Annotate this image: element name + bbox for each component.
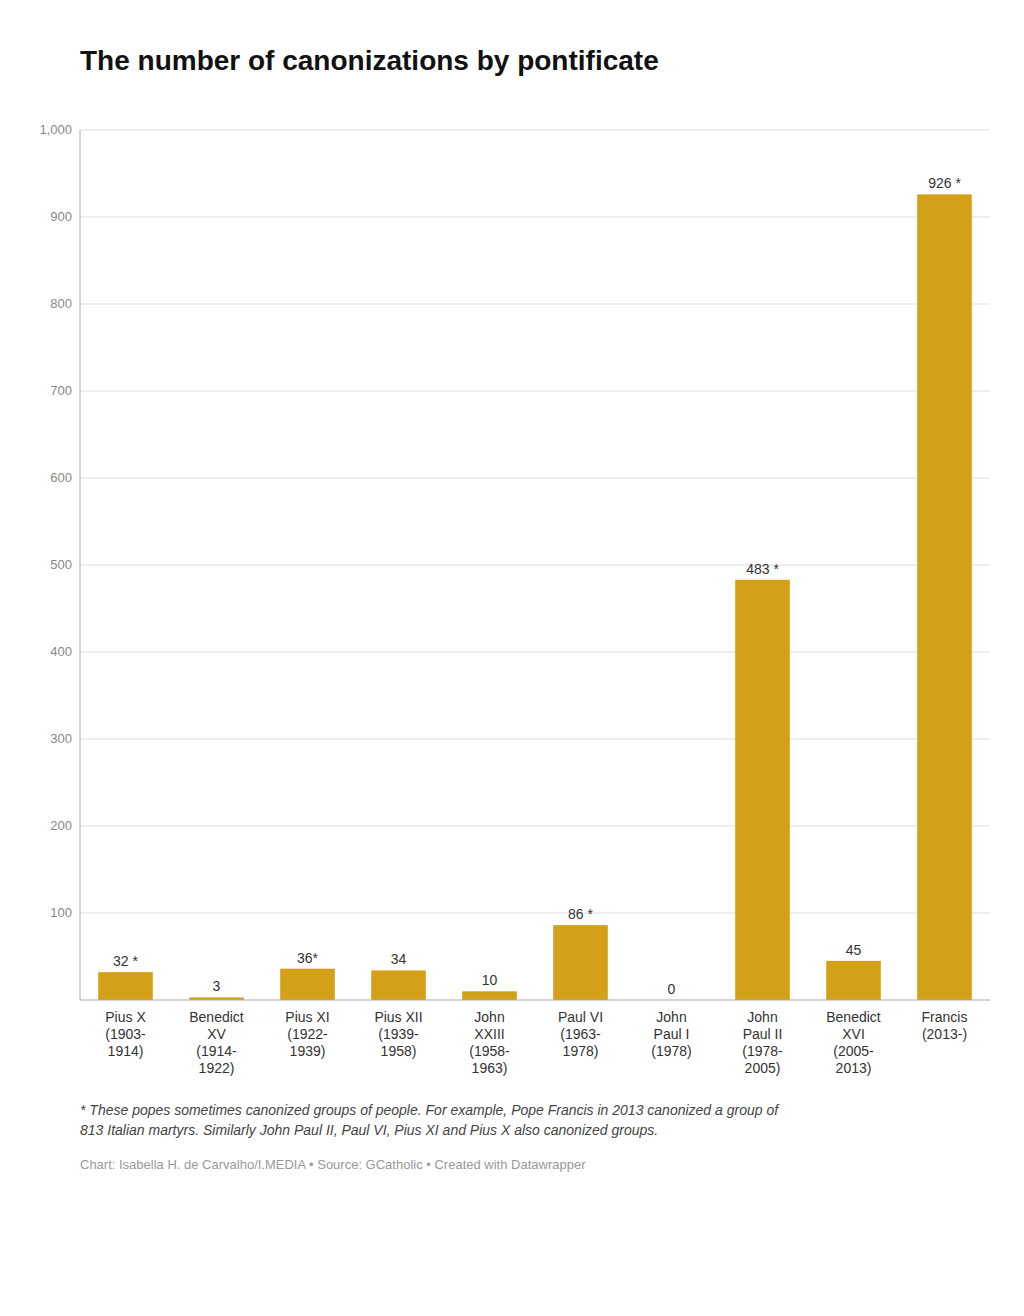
bar xyxy=(826,961,881,1000)
data-label: 36* xyxy=(297,950,319,966)
footnote: * These popes sometimes canonized groups… xyxy=(80,1102,780,1118)
x-tick-label-line: 2013) xyxy=(836,1060,872,1076)
x-tick-label: JohnPaul II(1978-2005) xyxy=(742,1009,783,1076)
x-tick-label-line: XV xyxy=(207,1026,226,1042)
title: The number of canonizations by pontifica… xyxy=(80,45,659,76)
x-tick-label-line: (1914- xyxy=(196,1043,237,1059)
x-tick-label: Pius XI(1922-1939) xyxy=(285,1009,329,1059)
x-tick-label-line: Paul II xyxy=(743,1026,783,1042)
x-tick-label-line: (1963- xyxy=(560,1026,601,1042)
x-tick-label: Pius X(1903-1914) xyxy=(105,1009,146,1059)
x-tick-label: Francis(2013-) xyxy=(922,1009,968,1042)
grid xyxy=(80,130,990,913)
y-tick-label: 600 xyxy=(50,470,72,485)
data-label: 3 xyxy=(213,978,221,994)
x-tick-label-line: 1914) xyxy=(108,1043,144,1059)
grid-line xyxy=(80,739,990,740)
data-label: 45 xyxy=(846,942,862,958)
x-tick-label-line: Benedict xyxy=(826,1009,881,1025)
source: Chart: Isabella H. de Carvalho/I.MEDIA •… xyxy=(80,1157,586,1172)
y-tick-label: 100 xyxy=(50,905,72,920)
x-axis-line xyxy=(80,1000,990,1001)
x-tick-label-line: Pius X xyxy=(105,1009,146,1025)
x-tick-label-line: John xyxy=(747,1009,777,1025)
grid-line xyxy=(80,826,990,827)
data-label: 10 xyxy=(482,972,498,988)
x-tick-label-line: 1963) xyxy=(472,1060,508,1076)
x-tick-label-line: 1958) xyxy=(381,1043,417,1059)
x-tick-label: JohnPaul I(1978) xyxy=(651,1009,691,1059)
bars xyxy=(98,194,972,1000)
x-tick-label-line: (1978) xyxy=(651,1043,691,1059)
x-tick-label-line: (1958- xyxy=(469,1043,510,1059)
y-tick-label: 500 xyxy=(50,557,72,572)
x-tick-label-line: (2005- xyxy=(833,1043,874,1059)
x-tick-label-line: XVI xyxy=(842,1026,865,1042)
x-tick-label-line: 1939) xyxy=(290,1043,326,1059)
grid-line xyxy=(80,304,990,305)
bar xyxy=(280,969,335,1000)
y-axis-line xyxy=(80,130,81,1000)
data-label: 86 * xyxy=(568,906,593,922)
x-tick-label: JohnXXIII(1958-1963) xyxy=(469,1009,510,1076)
bar xyxy=(917,194,972,1000)
y-tick-label: 900 xyxy=(50,209,72,224)
grid-line xyxy=(80,478,990,479)
x-tick-label-line: XXIII xyxy=(474,1026,504,1042)
grid-line xyxy=(80,391,990,392)
x-tick-label-line: (1922- xyxy=(287,1026,328,1042)
x-tick-label-line: (1939- xyxy=(378,1026,419,1042)
data-label: 32 * xyxy=(113,953,138,969)
y-tick-label: 1,000 xyxy=(39,122,72,137)
x-tick-label: Pius XII(1939-1958) xyxy=(374,1009,422,1059)
x-tick-label-line: (1978- xyxy=(742,1043,783,1059)
bar xyxy=(98,972,153,1000)
grid-line xyxy=(80,217,990,218)
x-tick-label-line: Francis xyxy=(922,1009,968,1025)
x-tick-label-line: Paul I xyxy=(654,1026,690,1042)
x-tick-label-line: 1978) xyxy=(563,1043,599,1059)
y-tick-label: 800 xyxy=(50,296,72,311)
grid-line xyxy=(80,130,990,131)
y-tick-label: 300 xyxy=(50,731,72,746)
x-tick-label-line: 1922) xyxy=(199,1060,235,1076)
y-tick-label: 200 xyxy=(50,818,72,833)
grid-line xyxy=(80,565,990,566)
x-tick-label: BenedictXV(1914-1922) xyxy=(189,1009,244,1076)
chart: The number of canonizations by pontifica… xyxy=(0,0,1024,1316)
x-tick-label-line: John xyxy=(656,1009,686,1025)
data-label: 926 * xyxy=(928,175,961,191)
x-tick-label: Paul VI(1963-1978) xyxy=(558,1009,603,1059)
x-tick-label-line: Pius XII xyxy=(374,1009,422,1025)
bar xyxy=(735,580,790,1000)
grid-line xyxy=(80,652,990,653)
x-tick-label-line: Benedict xyxy=(189,1009,244,1025)
bar xyxy=(553,925,608,1000)
y-tick-label: 400 xyxy=(50,644,72,659)
data-label: 483 * xyxy=(746,561,779,577)
x-tick-label-line: Paul VI xyxy=(558,1009,603,1025)
bar xyxy=(462,991,517,1000)
bar xyxy=(371,970,426,1000)
x-tick-label-line: Pius XI xyxy=(285,1009,329,1025)
x-tick-label: BenedictXVI(2005-2013) xyxy=(826,1009,881,1076)
x-tick-label-line: John xyxy=(474,1009,504,1025)
x-tick-label-line: (1903- xyxy=(105,1026,146,1042)
footnote: 813 Italian martyrs. Similarly John Paul… xyxy=(80,1122,658,1138)
y-tick-label: 700 xyxy=(50,383,72,398)
data-label: 0 xyxy=(668,981,676,997)
x-tick-label-line: 2005) xyxy=(745,1060,781,1076)
grid-line xyxy=(80,913,990,914)
x-tick-label-line: (2013-) xyxy=(922,1026,967,1042)
data-label: 34 xyxy=(391,951,407,967)
